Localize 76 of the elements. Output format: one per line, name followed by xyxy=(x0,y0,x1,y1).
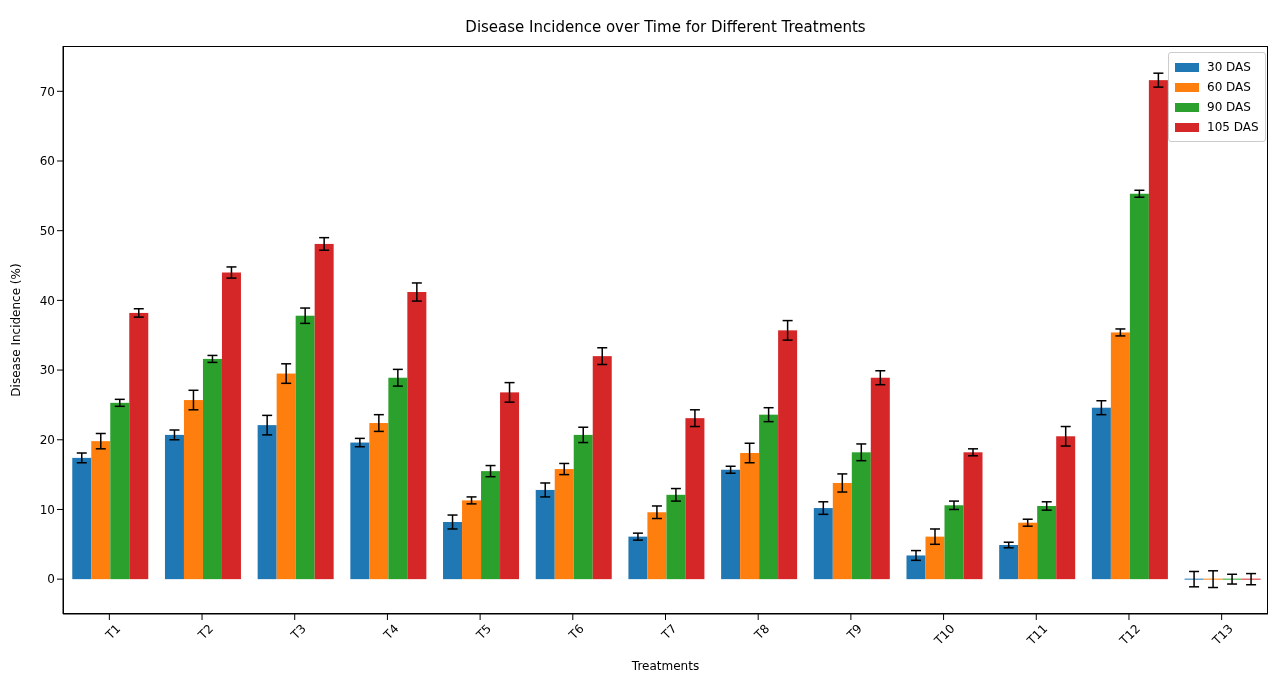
bar xyxy=(647,512,667,580)
legend-label: 30 DAS xyxy=(1207,60,1251,74)
y-tick-label: 30 xyxy=(39,363,55,378)
bar xyxy=(276,373,296,580)
bar xyxy=(369,423,389,580)
bar xyxy=(314,243,334,580)
bar xyxy=(999,545,1019,580)
bar xyxy=(500,392,520,580)
x-tick-label: T8 xyxy=(751,621,773,643)
x-tick-label: T10 xyxy=(930,621,958,649)
bar xyxy=(628,536,648,580)
bar xyxy=(963,452,983,580)
bar xyxy=(91,441,111,580)
bar xyxy=(721,469,741,580)
y-tick-label: 10 xyxy=(39,502,55,517)
bar xyxy=(740,453,760,580)
bar xyxy=(925,536,945,580)
bar xyxy=(164,434,184,580)
x-tick-label: T13 xyxy=(1209,621,1236,649)
bar xyxy=(573,434,593,580)
bar xyxy=(666,494,686,580)
bar xyxy=(554,469,574,580)
y-tick-label: 20 xyxy=(39,433,55,448)
bar xyxy=(1037,505,1057,580)
bar xyxy=(592,356,612,580)
chart-title: Disease Incidence over Time for Different Treatments xyxy=(464,18,867,36)
bar xyxy=(1056,436,1076,580)
bar xyxy=(944,505,964,580)
bar xyxy=(851,452,871,580)
bar xyxy=(110,402,130,580)
bar xyxy=(183,400,203,580)
x-tick-label: T3 xyxy=(287,621,309,643)
x-tick-label: T6 xyxy=(565,621,587,643)
bar xyxy=(1018,522,1038,580)
x-tick-label: T5 xyxy=(472,621,495,643)
x-tick-label: T1 xyxy=(102,621,124,643)
bar xyxy=(350,442,370,580)
x-tick-label: T11 xyxy=(1023,621,1051,649)
bar xyxy=(1129,193,1149,580)
x-tick-label: T4 xyxy=(380,621,402,643)
bar xyxy=(906,555,926,580)
legend-label: 105 DAS xyxy=(1207,120,1259,134)
y-tick-label: 50 xyxy=(39,223,55,238)
bar xyxy=(759,414,779,580)
bar xyxy=(202,358,222,580)
bar xyxy=(535,489,555,580)
bar xyxy=(813,508,833,580)
x-tick-label: T9 xyxy=(843,621,865,643)
bar xyxy=(870,377,890,580)
bar xyxy=(221,272,241,580)
bar xyxy=(1110,332,1130,580)
legend-label: 60 DAS xyxy=(1207,80,1251,94)
x-tick-label: T2 xyxy=(194,621,217,643)
bar xyxy=(778,330,798,580)
y-axis-title: Disease Incidence (%) xyxy=(9,263,24,397)
bar xyxy=(1148,80,1168,580)
bar xyxy=(72,457,92,580)
bar xyxy=(388,377,408,580)
x-axis-title: Treatments xyxy=(630,659,700,673)
x-tick-label: T7 xyxy=(658,621,680,643)
bar xyxy=(481,471,501,580)
y-tick-label: 0 xyxy=(47,572,55,587)
bar xyxy=(832,482,852,580)
bar xyxy=(443,522,463,580)
x-tick-label: T12 xyxy=(1116,621,1143,649)
y-tick-label: 40 xyxy=(39,293,55,308)
bar xyxy=(1091,407,1111,580)
bar xyxy=(407,292,427,580)
bar xyxy=(257,425,277,580)
legend-label: 90 DAS xyxy=(1207,100,1251,114)
bar xyxy=(129,312,149,580)
bar xyxy=(295,315,315,580)
bar xyxy=(685,418,705,580)
y-tick-label: 70 xyxy=(39,84,55,99)
bar xyxy=(462,500,482,580)
y-tick-label: 60 xyxy=(39,154,55,169)
